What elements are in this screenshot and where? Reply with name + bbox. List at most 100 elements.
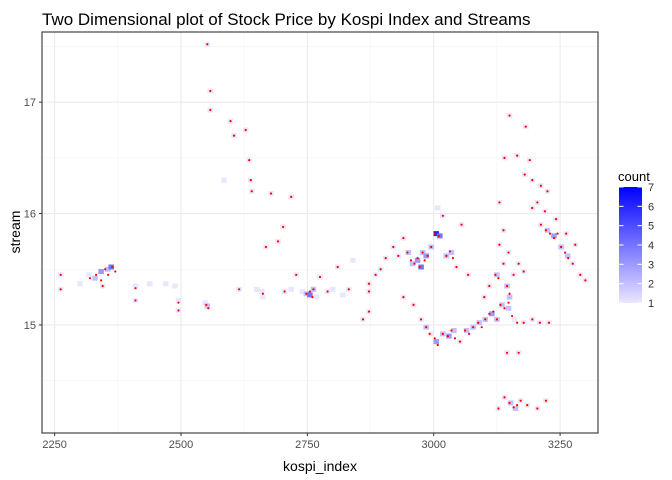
x-axis: 2250 2500 2750 3000 3250: [42, 433, 572, 451]
heatmap-bin: [451, 328, 457, 334]
data-point: [565, 232, 568, 235]
heatmap-bin: [414, 257, 421, 263]
data-point: [560, 245, 563, 249]
data-point: [539, 223, 542, 226]
data-point: [547, 321, 551, 324]
data-point: [502, 262, 505, 265]
x-axis-label: kospi_index: [283, 458, 357, 474]
data-point: [458, 340, 462, 343]
y-tick-label: 15: [24, 320, 36, 332]
data-point: [209, 89, 212, 93]
data-point: [248, 158, 251, 162]
legend-tick-label: 2: [648, 279, 654, 291]
data-point: [114, 270, 117, 273]
data-point: [206, 43, 209, 46]
data-point: [510, 314, 514, 318]
data-point: [367, 282, 371, 285]
heatmap-bin: [104, 266, 111, 272]
heatmap-bin: [463, 328, 470, 334]
data-point: [460, 223, 463, 226]
data-point: [546, 190, 549, 193]
data-point: [466, 273, 470, 276]
data-point: [264, 245, 268, 249]
heatmap-bin: [511, 316, 518, 322]
data-point: [426, 254, 429, 257]
data-point: [523, 173, 526, 176]
legend-tick-label: 7: [648, 182, 654, 194]
data-point: [498, 243, 501, 246]
legend-title: count: [618, 169, 650, 184]
heatmap-bin: [512, 405, 519, 412]
data-point: [413, 262, 416, 265]
data-point: [448, 250, 452, 253]
legend-tick-label: 4: [648, 240, 654, 252]
x-tick-label: 2500: [169, 439, 193, 451]
heatmap-bin: [163, 281, 169, 287]
heatmap-bin: [448, 250, 455, 256]
heatmap-bin: [172, 283, 178, 289]
data-point: [574, 243, 577, 246]
legend-tick-label: 3: [648, 259, 654, 271]
data-point: [238, 288, 241, 291]
heatmap-bin: [259, 289, 265, 295]
data-point: [232, 134, 236, 137]
heatmap-bin: [132, 283, 139, 289]
data-point: [516, 404, 519, 407]
heatmap-bin: [494, 272, 500, 278]
data-point: [579, 273, 582, 276]
data-point: [402, 236, 405, 240]
data-point: [517, 262, 520, 265]
x-tick-label: 2250: [42, 439, 66, 451]
data-point: [451, 257, 455, 260]
data-point: [512, 406, 515, 409]
data-point: [441, 214, 444, 217]
data-point: [484, 318, 487, 321]
data-point: [409, 259, 413, 262]
data-point: [516, 154, 519, 157]
data-point: [437, 234, 440, 237]
data-point: [507, 251, 510, 254]
data-point: [336, 265, 339, 269]
heatmap-bin: [175, 297, 182, 303]
data-point: [584, 279, 587, 282]
data-point: [505, 351, 509, 354]
data-point: [412, 303, 415, 307]
data-point: [472, 326, 475, 329]
data-point: [406, 251, 409, 254]
data-point: [494, 273, 497, 276]
data-point: [428, 332, 431, 335]
data-point: [508, 292, 511, 295]
data-point: [250, 190, 253, 193]
data-point: [111, 265, 114, 269]
data-point: [531, 318, 534, 321]
plot-panel-background: [42, 32, 598, 433]
data-point: [480, 326, 483, 329]
heatmap-bin: [499, 302, 505, 308]
data-point: [517, 351, 520, 354]
data-point: [536, 407, 539, 410]
heatmap-bin: [489, 311, 495, 317]
data-point: [430, 245, 433, 249]
heatmap-bin: [409, 261, 416, 267]
data-point: [508, 401, 511, 405]
data-point: [526, 404, 529, 407]
grid: [42, 32, 598, 433]
data-point: [531, 206, 534, 210]
data-point: [519, 399, 522, 402]
data-point: [492, 310, 495, 313]
data-point: [205, 303, 208, 307]
data-point: [419, 318, 423, 321]
heatmap-bin: [423, 253, 429, 259]
data-point: [249, 179, 252, 182]
heatmap-bin: [551, 233, 557, 239]
data-point: [209, 108, 212, 112]
data-point: [423, 259, 426, 262]
data-point: [88, 277, 92, 280]
heatmap-bin: [260, 294, 266, 300]
data-point: [101, 284, 104, 288]
data-point: [425, 326, 428, 329]
x-tick-label: 2750: [295, 439, 319, 451]
data-point: [421, 251, 424, 254]
legend-tick-label: 5: [648, 221, 654, 233]
data-point: [177, 301, 180, 304]
